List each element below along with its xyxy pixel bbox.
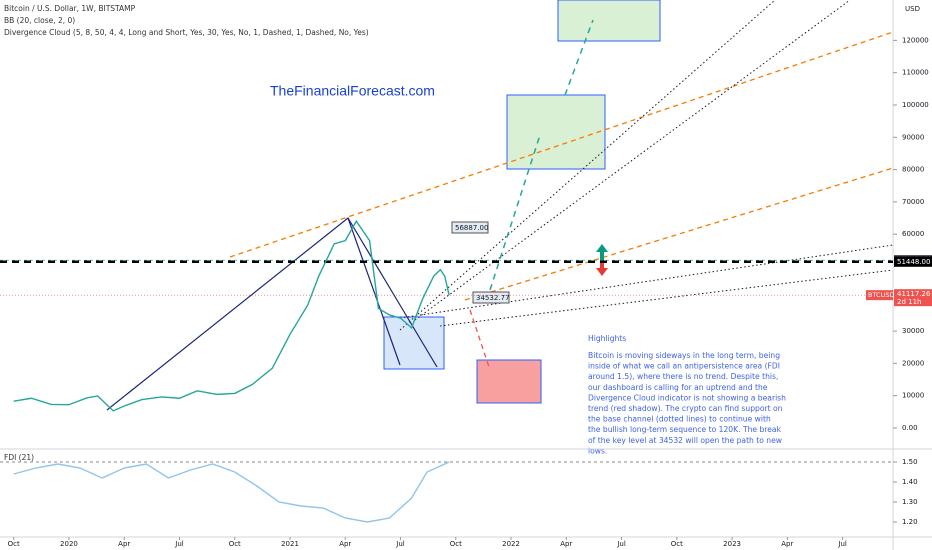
x-tick-label: Oct — [8, 540, 20, 548]
fdi-title: FDI (21) — [4, 453, 34, 462]
y-tick-label: 120000 — [902, 36, 929, 44]
trendline — [464, 167, 894, 301]
x-tick-label: 2020 — [60, 540, 78, 548]
price-line — [13, 461, 450, 523]
callout-label: 34532.77 — [476, 294, 509, 302]
callout — [451, 221, 489, 234]
highlights-line: inside of what we call an antipersistenc… — [588, 362, 780, 371]
highlights-line: trend (red shadow). The crypto can find … — [588, 404, 783, 413]
x-tick-label: Jul — [616, 540, 626, 548]
x-tick-label: Jul — [174, 540, 184, 548]
trendline — [439, 269, 894, 327]
highlights-line: the base channel (dotted lines) to conti… — [588, 415, 771, 424]
y-tick-label: 60000 — [902, 230, 924, 238]
box — [506, 94, 606, 170]
box — [476, 359, 542, 404]
y-tick-label: 110000 — [902, 69, 929, 77]
highlights-line: Bitcoin is moving sideways in the long t… — [588, 351, 780, 360]
level-tag — [894, 256, 932, 267]
countdown-label: 2d 11h — [897, 298, 921, 306]
callout-label: 56887.00 — [455, 224, 488, 232]
y-tick-label: 30000 — [902, 327, 924, 335]
x-tick-label: Oct — [229, 540, 241, 548]
y-tick-label: 1.20 — [902, 518, 918, 526]
highlights-line: lows. — [588, 446, 607, 455]
y-tick-label: 1.50 — [902, 458, 918, 466]
arrow-down — [596, 260, 608, 276]
trendline — [399, 0, 776, 331]
highlights-line: Divergence Cloud indicator is not showin… — [588, 393, 786, 402]
watermark: TheFinancialForecast.com — [270, 83, 435, 99]
trendline — [399, 244, 894, 319]
x-tick-label: Jul — [837, 540, 847, 548]
last-price-tag — [894, 289, 932, 307]
y-tick-label: 80000 — [902, 166, 924, 174]
projection — [489, 134, 541, 291]
x-tick-label: Apr — [781, 540, 793, 548]
drawings — [106, 0, 894, 411]
y-tick-label: 1.40 — [902, 478, 918, 486]
indicator: BB (20, close, 2, 0) — [4, 16, 75, 25]
y-tick-label: 1.30 — [902, 498, 918, 506]
x-tick-label: 2023 — [723, 540, 741, 548]
projection — [469, 309, 491, 371]
y-tick-label: 70000 — [902, 198, 924, 206]
x-tick-label: Apr — [560, 540, 572, 548]
symbol-label: BTCUSD — [868, 291, 894, 299]
y-tick-label: 90000 — [902, 133, 924, 141]
highlights-line: our dashboard is calling for an uptrend … — [588, 383, 768, 392]
x-tick-label: 2022 — [502, 540, 520, 548]
y-tick-label: 20000 — [902, 359, 924, 367]
highlights-title: Highlights — [588, 334, 626, 343]
highlights-text: Bitcoin is moving sideways in the long t… — [588, 351, 786, 455]
indicator: Divergence Cloud (5, 8, 50, 4, 4, Long a… — [4, 28, 369, 37]
x-tick-label: Oct — [450, 540, 462, 548]
y-tick-label: 10000 — [902, 392, 924, 400]
box — [557, 0, 661, 42]
trendline — [347, 217, 401, 366]
y-tick-label: 0.00 — [902, 424, 918, 432]
box — [383, 316, 445, 370]
y-tick-label: 100000 — [902, 101, 929, 109]
highlights-line: the bullish long-term sequence to 120K. … — [588, 425, 782, 434]
symbol: Bitcoin / U.S. Dollar, 1W, BITSTAMP — [4, 4, 136, 13]
currency: USD — [905, 5, 920, 13]
x-tick-label: Oct — [671, 540, 683, 548]
price-line — [13, 219, 450, 412]
callout — [472, 291, 510, 304]
last-price-label: 41117.26 — [897, 290, 931, 298]
highlights-line: around 1.5), where there is no trend. De… — [588, 372, 778, 381]
arrow-up — [596, 244, 608, 260]
x-tick-label: Apr — [118, 540, 130, 548]
symbol-tag — [866, 290, 893, 301]
x-tick-label: Jul — [395, 540, 405, 548]
projection — [564, 19, 594, 96]
x-tick-label: 2021 — [281, 540, 299, 548]
x-tick-label: Apr — [339, 540, 351, 548]
level-label: 51448.00 — [897, 258, 930, 266]
highlights-line: of the key level at 34532 will open the … — [588, 436, 782, 445]
